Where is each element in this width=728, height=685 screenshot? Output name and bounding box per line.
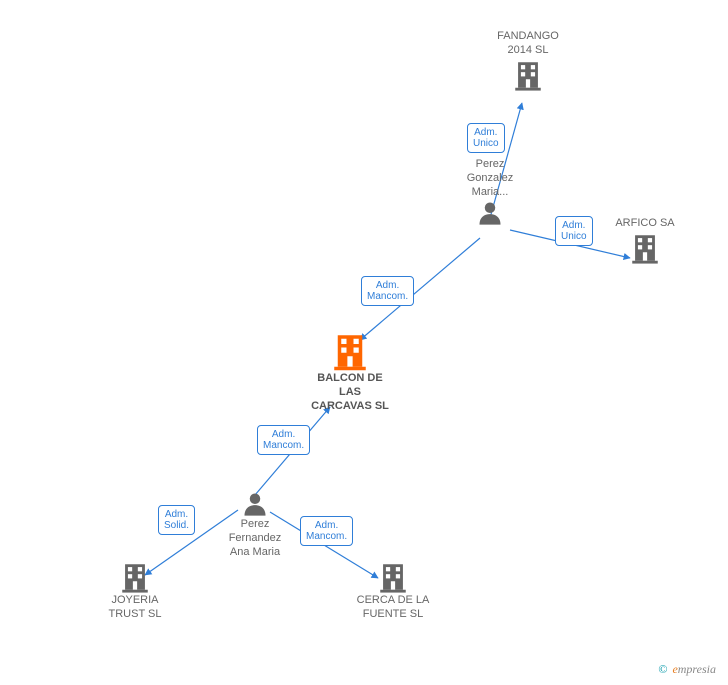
brand-rest: mpresia bbox=[678, 662, 716, 676]
node-label: ARFICO SA bbox=[605, 217, 685, 231]
node-cerca[interactable]: CERCA DE LA FUENTE SL bbox=[348, 560, 438, 622]
node-fandango[interactable]: FANDANGO 2014 SL bbox=[488, 30, 568, 92]
footer-watermark: © empresia bbox=[658, 662, 716, 677]
building-icon bbox=[300, 330, 400, 372]
node-arfico[interactable]: ARFICO SA bbox=[605, 217, 685, 265]
node-label: Perez Fernandez Ana Maria bbox=[215, 518, 295, 559]
building-icon bbox=[348, 560, 438, 594]
node-label: Perez Gonzalez Maria... bbox=[450, 158, 530, 199]
node-label: FANDANGO 2014 SL bbox=[488, 30, 568, 58]
edge-label: Adm. Unico bbox=[467, 123, 505, 153]
node-perez_f[interactable]: Perez Fernandez Ana Maria bbox=[215, 490, 295, 559]
node-perez_g[interactable]: Perez Gonzalez Maria... bbox=[450, 158, 530, 227]
building-icon bbox=[605, 231, 685, 265]
building-icon bbox=[488, 58, 568, 92]
node-label: JOYERIA TRUST SL bbox=[95, 594, 175, 622]
person-icon bbox=[215, 490, 295, 518]
node-balcon[interactable]: BALCON DE LAS CARCAVAS SL bbox=[300, 330, 400, 413]
edge-label: Adm. Mancom. bbox=[361, 276, 414, 306]
node-joyeria[interactable]: JOYERIA TRUST SL bbox=[95, 560, 175, 622]
edge-label: Adm. Unico bbox=[555, 216, 593, 246]
edge-label: Adm. Mancom. bbox=[300, 516, 353, 546]
node-label: CERCA DE LA FUENTE SL bbox=[348, 594, 438, 622]
node-label: BALCON DE LAS CARCAVAS SL bbox=[300, 372, 400, 413]
copyright-symbol: © bbox=[658, 662, 667, 676]
edge-label: Adm. Mancom. bbox=[257, 425, 310, 455]
person-icon bbox=[450, 199, 530, 227]
edge-label: Adm. Solid. bbox=[158, 505, 195, 535]
building-icon bbox=[95, 560, 175, 594]
